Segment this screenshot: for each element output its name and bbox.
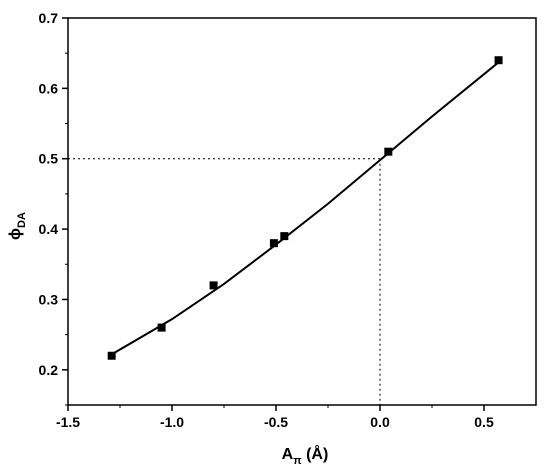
fit-curve bbox=[111, 61, 500, 356]
data-point bbox=[157, 323, 166, 332]
y-tick-label: 0.4 bbox=[39, 221, 59, 237]
axis-labels: Aπ (Å) ϕDA bbox=[7, 212, 328, 467]
y-tick-label: 0.3 bbox=[39, 291, 59, 307]
data-points bbox=[107, 56, 503, 360]
y-tick-label: 0.2 bbox=[39, 362, 59, 378]
axes: -1.5 -1.0 -0.5 0.0 0.5 0.2 0.3 0.4 0.5 0.6 0.7 bbox=[39, 10, 537, 430]
x-tick-label: -1.0 bbox=[160, 414, 184, 430]
data-point bbox=[209, 281, 218, 290]
y-tick-label: 0.6 bbox=[39, 80, 59, 96]
y-axis-label: ϕDA bbox=[7, 212, 28, 240]
data-point bbox=[107, 351, 116, 360]
plot-frame bbox=[67, 17, 537, 406]
x-tick-label: -0.5 bbox=[264, 414, 288, 430]
x-tick-label: 0.5 bbox=[474, 414, 494, 430]
data-point bbox=[384, 147, 393, 156]
reference-lines bbox=[68, 158, 381, 405]
data-point bbox=[280, 232, 289, 241]
x-tick-label: -1.5 bbox=[56, 414, 80, 430]
data-point bbox=[269, 239, 278, 248]
y-tick-label: 0.5 bbox=[39, 151, 59, 167]
fit-curve-group bbox=[111, 61, 500, 356]
y-tick-label: 0.7 bbox=[39, 10, 59, 26]
x-tick-label: 0.0 bbox=[370, 414, 390, 430]
data-point bbox=[494, 56, 503, 65]
x-axis-label: Aπ (Å) bbox=[282, 444, 329, 467]
